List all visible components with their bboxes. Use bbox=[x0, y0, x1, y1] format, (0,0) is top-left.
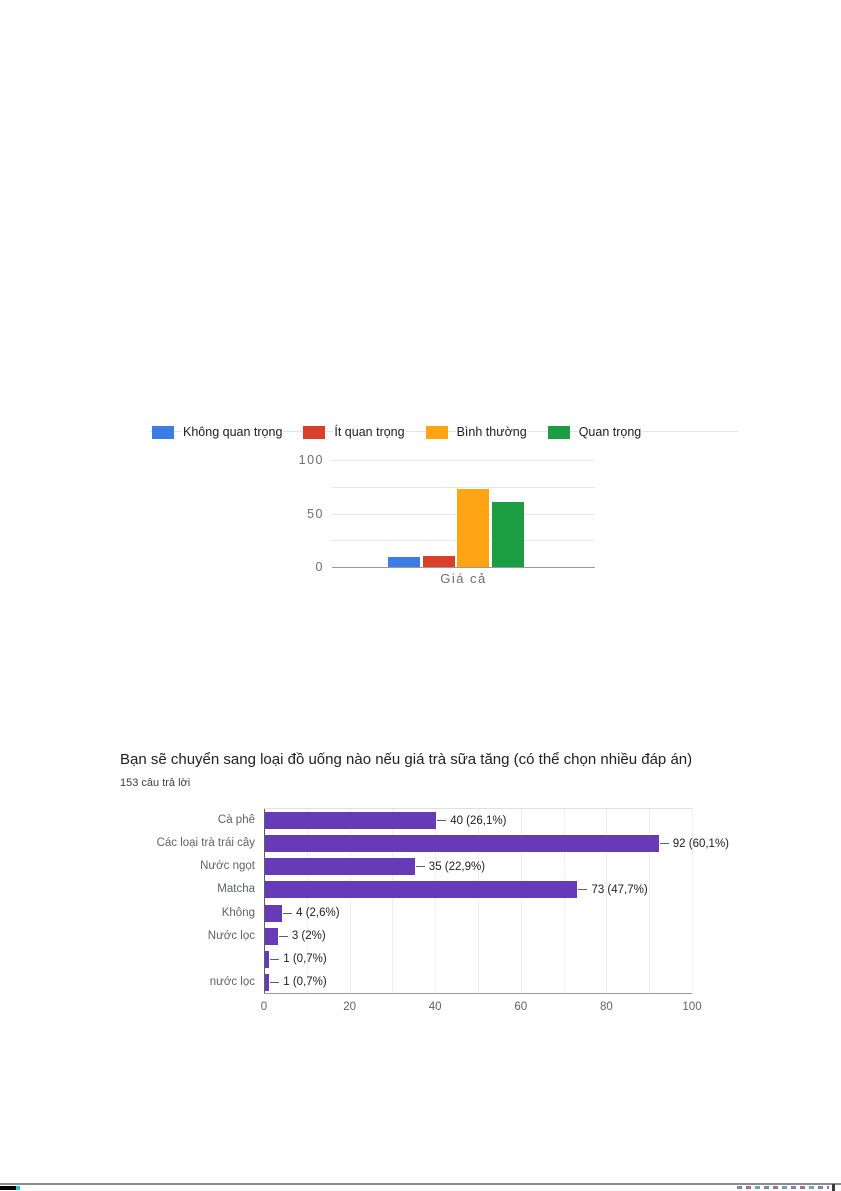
answer-bar bbox=[265, 812, 437, 829]
x-gridline bbox=[306, 809, 308, 994]
bar-ít-quan-trọng bbox=[422, 556, 455, 567]
value-text: 3 (2%) bbox=[291, 930, 326, 943]
x-axis-tick-label: 80 bbox=[599, 1001, 613, 1013]
value-text: 92 (60,1%) bbox=[672, 837, 730, 850]
answer-label: Matcha bbox=[217, 883, 255, 896]
bar-không-quan-trọng bbox=[388, 557, 420, 567]
page-edge-mark-accent bbox=[16, 1186, 20, 1190]
drink-switch-question-block: Bạn sẽ chuyển sang loại đồ uống nào nếu … bbox=[120, 750, 780, 1030]
y-gridline bbox=[332, 460, 595, 461]
y-axis-tick-label: 0 bbox=[315, 560, 324, 574]
legend-item-0: Không quan trọng bbox=[152, 425, 284, 440]
value-connector-line bbox=[659, 843, 669, 845]
legend-item-label: Bình thường bbox=[455, 425, 528, 440]
legend-swatch-icon bbox=[425, 426, 448, 439]
answer-bar bbox=[265, 950, 270, 968]
x-gridline bbox=[606, 809, 608, 994]
x-axis-tick-label: 0 bbox=[260, 1001, 268, 1013]
legend-items: Không quan trọng Ít quan trọng Bình thường… bbox=[152, 425, 643, 440]
x-axis-line bbox=[332, 567, 595, 568]
answer-label: Nước ngọt bbox=[200, 860, 255, 873]
value-text: 4 (2,6%) bbox=[296, 907, 340, 919]
answer-bar bbox=[265, 858, 415, 876]
y-axis-line bbox=[264, 809, 265, 994]
x-gridline bbox=[349, 809, 351, 994]
answer-bar bbox=[265, 881, 578, 899]
response-count: 153 câu trả lời bbox=[120, 777, 191, 789]
x-axis-line bbox=[264, 993, 692, 994]
x-gridline bbox=[692, 809, 693, 994]
value-text: 73 (47,7%) bbox=[591, 883, 648, 896]
value-connector-line bbox=[437, 820, 447, 821]
legend-item-label: Không quan trọng bbox=[182, 425, 284, 440]
x-axis-tick-label: 100 bbox=[682, 1001, 702, 1013]
value-label: 3 (2%) bbox=[278, 928, 326, 945]
value-text: 35 (22,9%) bbox=[428, 860, 486, 873]
page-edge-noise bbox=[737, 1186, 829, 1189]
page-edge-noise-dot bbox=[832, 1184, 835, 1191]
answer-bar bbox=[265, 927, 278, 945]
legend-item-label: Ít quan trọng bbox=[333, 425, 406, 440]
importance-rating-chart: Không quan trọng Ít quan trọng Bình thường… bbox=[150, 420, 742, 598]
x-gridline bbox=[563, 809, 565, 994]
importance-chart-plot: Giá cả 100 50 0 bbox=[299, 453, 595, 586]
answer-bar bbox=[265, 904, 283, 922]
value-text: 1 (0,7%) bbox=[283, 953, 327, 966]
answers-chart-plot: Cà phê 40 (26,1%) Các loại trà trái cây 92 … bbox=[157, 808, 729, 1013]
value-connector-line bbox=[578, 889, 588, 891]
bar-bình-thường bbox=[457, 488, 490, 567]
y-gridline bbox=[332, 486, 595, 488]
legend-item-label: Quan trọng bbox=[577, 425, 643, 440]
value-label: 1 (0,7%) bbox=[270, 951, 327, 968]
legend-swatch-icon bbox=[303, 426, 326, 439]
x-axis-tick-label: 20 bbox=[343, 1001, 356, 1013]
value-label: 4 (2,6%) bbox=[283, 905, 340, 922]
legend-item-3: Quan trọng bbox=[547, 425, 643, 440]
answer-label: Không bbox=[221, 906, 255, 919]
x-gridline bbox=[392, 809, 394, 994]
chart-legend: Không quan trọng Ít quan trọng Bình thường… bbox=[150, 425, 738, 440]
x-axis-category-label: Giá cả bbox=[440, 571, 487, 586]
answer-label: Các loại trà trái cây bbox=[156, 837, 255, 850]
page-edge-mark-left bbox=[0, 1186, 16, 1190]
value-label: 73 (47,7%) bbox=[578, 881, 648, 898]
x-axis-tick-label: 40 bbox=[428, 1001, 442, 1013]
value-connector-line bbox=[415, 866, 425, 868]
y-axis-tick-label: 50 bbox=[307, 506, 324, 521]
value-label: 35 (22,9%) bbox=[415, 858, 486, 875]
value-connector-line bbox=[270, 958, 280, 960]
page-separator-line bbox=[0, 1183, 841, 1185]
x-gridline bbox=[520, 809, 522, 994]
legend-swatch-icon bbox=[152, 426, 174, 439]
answer-bar bbox=[265, 835, 659, 853]
legend-swatch-icon bbox=[547, 426, 570, 439]
value-connector-line bbox=[283, 912, 293, 914]
legend-item-1: Ít quan trọng bbox=[303, 425, 406, 440]
answer-label: nước lọc bbox=[209, 975, 255, 988]
question-title: Bạn sẽ chuyển sang loại đồ uống nào nếu … bbox=[120, 751, 693, 768]
value-text: 40 (26,1%) bbox=[450, 814, 507, 827]
bar-quan-trọng bbox=[492, 501, 525, 567]
legend-item-2: Bình thường bbox=[425, 425, 528, 440]
value-connector-line bbox=[278, 935, 288, 937]
y-axis-tick-label: 100 bbox=[298, 453, 324, 467]
answer-bar bbox=[265, 973, 270, 991]
answer-label: Cà phê bbox=[217, 814, 255, 826]
value-text: 1 (0,7%) bbox=[283, 976, 327, 989]
x-gridline bbox=[435, 809, 437, 994]
x-gridline bbox=[649, 809, 651, 994]
x-axis-tick-label: 60 bbox=[514, 1001, 528, 1013]
value-label: 92 (60,1%) bbox=[659, 835, 730, 852]
value-label: 40 (26,1%) bbox=[437, 812, 506, 829]
value-label: 1 (0,7%) bbox=[270, 974, 327, 991]
answer-label: Nước lọc bbox=[207, 929, 255, 942]
value-connector-line bbox=[270, 981, 280, 983]
x-gridline bbox=[478, 809, 479, 994]
